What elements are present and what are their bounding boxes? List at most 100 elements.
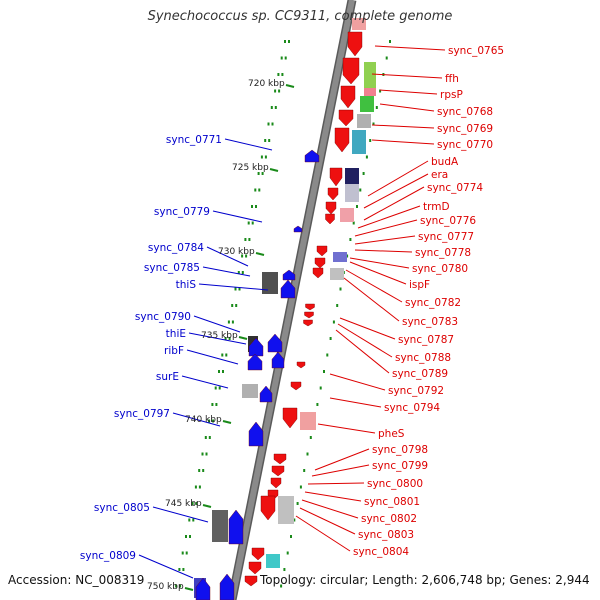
tick-dot (299, 485, 302, 489)
map-title: Synechococcus sp. CC9311, complete genom… (147, 9, 453, 24)
tick-dot (241, 254, 244, 258)
gene-block (364, 88, 376, 96)
reverse-gene-label: ispF (409, 279, 430, 291)
tick-dot (365, 155, 368, 159)
scale-label: 740 kbp (185, 415, 222, 425)
reverse-gene-arrow (327, 187, 339, 201)
tick-dot (218, 370, 220, 373)
forward-leader-line (206, 246, 249, 267)
tick-dot (277, 73, 280, 76)
forward-gene-arrow (282, 269, 296, 281)
reverse-gene-arrow (325, 213, 335, 225)
tick-dot (198, 469, 201, 472)
forward-gene-arrow (219, 573, 235, 600)
tick-dot (264, 155, 267, 159)
tick-dot (288, 40, 290, 43)
tick-dot (385, 56, 388, 60)
tick-dot (316, 403, 319, 406)
forward-gene-arrow (271, 351, 285, 369)
tick-dot (362, 172, 365, 175)
reverse-gene-label: sync_0800 (367, 478, 423, 490)
reverse-gene-arrow (290, 381, 302, 391)
gene-block (357, 114, 371, 128)
tick-dot (352, 221, 355, 225)
tick-dot (372, 122, 375, 126)
forward-gene-label: sync_0779 (154, 206, 210, 218)
forward-gene-label: thiE (166, 328, 186, 340)
reverse-gene-label: sync_0789 (392, 368, 448, 380)
tick-dot (255, 205, 257, 208)
tick-dot (290, 535, 292, 538)
gene-block (345, 168, 359, 184)
backbone-line (229, 0, 355, 600)
reverse-gene-label: pheS (378, 428, 405, 440)
reverse-leader-line (371, 124, 435, 129)
forward-leader-line (224, 138, 273, 151)
reverse-gene-label: sync_0798 (372, 444, 428, 456)
tick-dot (185, 535, 187, 538)
reverse-leader-line (354, 249, 413, 253)
tick-dot (264, 139, 267, 142)
tick-dot (286, 551, 289, 555)
tick-dot (274, 89, 277, 93)
tick-dot (221, 353, 224, 357)
scale-tick (285, 84, 295, 88)
reverse-leader-line (379, 103, 435, 112)
reverse-leader-line (335, 329, 390, 374)
tick-dot (284, 56, 287, 60)
scale-tick (269, 168, 279, 172)
tick-dot (178, 568, 181, 571)
gene-block (340, 208, 354, 222)
tick-dot (260, 155, 263, 159)
reverse-gene-label: sync_0801 (364, 496, 420, 508)
reverse-leader-line (329, 373, 386, 391)
forward-gene-arrow (304, 149, 320, 163)
reverse-gene-label: sync_0788 (395, 352, 451, 364)
tick-dot (268, 139, 271, 142)
tick-dot (222, 370, 224, 373)
reverse-gene-arrow (282, 407, 298, 429)
tick-marks (175, 40, 391, 588)
reverse-gene-label: sync_0782 (405, 297, 461, 309)
forward-leader-line (152, 506, 209, 523)
tick-dot (389, 40, 391, 43)
tick-dot (212, 419, 215, 423)
gene-block (333, 252, 347, 262)
reverse-gene-label: sync_0802 (361, 513, 417, 525)
tick-dot (248, 238, 251, 241)
tick-dot (215, 403, 218, 406)
gene-block (300, 412, 316, 430)
tick-dot (244, 238, 247, 241)
reverse-leader-line (304, 491, 362, 502)
tick-dot (261, 172, 264, 175)
forward-leader-line (181, 375, 229, 389)
reverse-gene-arrow (260, 495, 276, 521)
gene-block (345, 184, 359, 202)
tick-dot (198, 485, 201, 489)
tick-dot (238, 287, 241, 291)
forward-gene-label: sync_0809 (80, 550, 136, 562)
forward-gene-arrow (259, 385, 273, 403)
reverse-gene-label: sync_0794 (384, 402, 440, 414)
forward-gene-arrow (280, 279, 296, 299)
genome-backbone (227, 0, 357, 600)
forward-leader-line (202, 266, 251, 277)
tick-dot (195, 502, 198, 505)
reverse-leader-line (317, 423, 376, 434)
reverse-leader-line (337, 323, 393, 358)
tick-dot (237, 271, 240, 274)
tick-dot (303, 469, 306, 472)
reverse-leader-line (371, 73, 443, 79)
scale-tick (238, 336, 248, 340)
gene-block (262, 272, 278, 294)
tick-dot (306, 452, 309, 456)
tick-dot (185, 551, 188, 555)
forward-gene-label: ribF (164, 345, 184, 357)
tick-dot (332, 320, 335, 324)
forward-leader-line (193, 315, 241, 333)
tick-dot (271, 122, 274, 126)
forward-gene-label: sync_0805 (94, 502, 150, 514)
tick-dot (379, 89, 382, 93)
gene-block (330, 268, 344, 280)
tick-dot (284, 40, 286, 43)
